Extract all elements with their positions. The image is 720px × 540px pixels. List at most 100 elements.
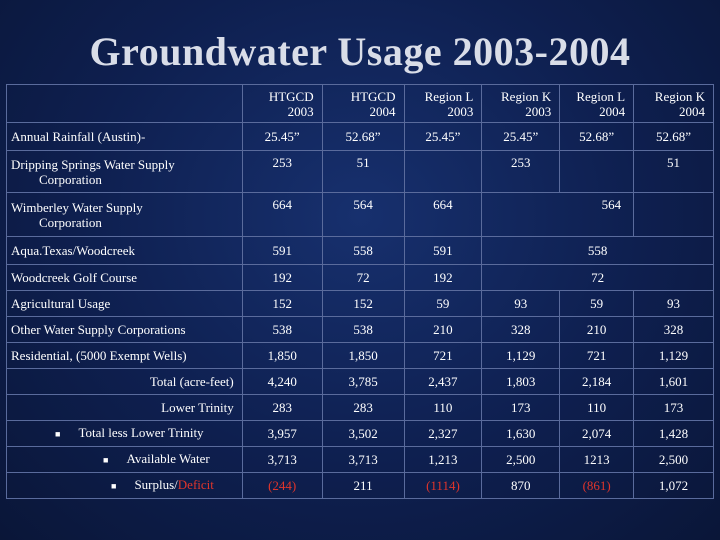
cell: 2,074 (559, 420, 635, 447)
cell: 210 (403, 316, 483, 343)
cell: 591 (241, 236, 323, 265)
cell: 870 (481, 472, 561, 499)
cell: 51 (321, 150, 405, 193)
cell: 253 (241, 150, 323, 193)
cell: 3,957 (241, 420, 323, 447)
cell: 93 (633, 290, 714, 317)
cell: 1,072 (633, 472, 714, 499)
row-other-wsc: Other Water Supply Corporations 538 538 … (6, 316, 714, 343)
cell: 173 (633, 394, 714, 421)
cell: 59 (403, 290, 483, 317)
row-label: ■ Available Water (6, 446, 243, 473)
row-total: Total (acre-feet) 4,240 3,785 2,437 1,80… (6, 368, 714, 395)
header-row: HTGCD 2003 HTGCD 2004 Region L 2003 Region … (6, 84, 714, 123)
page-title: Groundwater Usage 2003-2004 (89, 29, 631, 74)
cell: 3,785 (321, 368, 405, 395)
cell: 72 (321, 264, 405, 291)
cell: 664 (241, 192, 323, 237)
groundwater-table: HTGCD 2003 HTGCD 2004 Region L 2003 Region … (6, 84, 714, 499)
row-label: Woodcreek Golf Course (6, 264, 243, 291)
cell: 25.45” (403, 122, 483, 151)
cell: 328 (481, 316, 561, 343)
row-aqua-texas: Aqua.Texas/Woodcreek 591 558 591 558 (6, 236, 714, 265)
cell: 1,129 (481, 342, 561, 369)
cell: 211 (321, 472, 405, 499)
cell: 721 (559, 342, 635, 369)
cell: 538 (241, 316, 323, 343)
cell: 59 (559, 290, 635, 317)
row-total-less-lower-trinity: ■ Total less Lower Trinity 3,957 3,502 2,… (6, 420, 714, 447)
cell: 2,500 (481, 446, 561, 473)
cell: 721 (403, 342, 483, 369)
cell: 591 (403, 236, 483, 265)
cell: 283 (241, 394, 323, 421)
cell (633, 192, 714, 237)
cell: (861) (559, 472, 635, 499)
header-region-k-2003: Region K 2003 (481, 84, 561, 123)
row-available-water: ■ Available Water 3,713 3,713 1,213 2,500… (6, 446, 714, 473)
row-golf-course: Woodcreek Golf Course 192 72 192 72 (6, 264, 714, 291)
cell: 558 (481, 236, 714, 265)
header-region-l-2003: Region L 2003 (403, 84, 483, 123)
cell: 1,129 (633, 342, 714, 369)
cell (403, 150, 483, 193)
header-htgcd-2004: HTGCD 2004 (321, 84, 405, 123)
cell: 192 (241, 264, 323, 291)
row-residential: Residential, (5000 Exempt Wells) 1,850 1… (6, 342, 714, 369)
bullet-icon: ■ (111, 480, 117, 491)
cell: 3,502 (321, 420, 405, 447)
cell: 110 (403, 394, 483, 421)
cell: 1,213 (403, 446, 483, 473)
bullet-icon: ■ (103, 454, 109, 465)
cell: 4,240 (241, 368, 323, 395)
cell: 173 (481, 394, 561, 421)
row-agricultural: Agricultural Usage 152 152 59 93 59 93 (6, 290, 714, 317)
bullet-icon: ■ (55, 428, 61, 439)
row-label: ■ Total less Lower Trinity (6, 420, 243, 447)
row-lower-trinity: Lower Trinity 283 283 110 173 110 173 (6, 394, 714, 421)
cell: 328 (633, 316, 714, 343)
row-label: Aqua.Texas/Woodcreek (6, 236, 243, 265)
row-label: Wimberley Water Supply Corporation (6, 192, 243, 237)
cell: 2,500 (633, 446, 714, 473)
cell: 664 (403, 192, 483, 237)
cell: 51 (633, 150, 714, 193)
cell: 1,630 (481, 420, 561, 447)
row-label: Annual Rainfall (Austin)- (6, 122, 243, 151)
cell: 25.45” (481, 122, 561, 151)
cell: 25.45” (241, 122, 323, 151)
row-surplus-deficit: ■ Surplus/Deficit (244) 211 (1114) 870 (8… (6, 472, 714, 499)
cell: 152 (241, 290, 323, 317)
row-rainfall: Annual Rainfall (Austin)- 25.45” 52.68” … (6, 122, 714, 151)
row-label: Dripping Springs Water Supply Corporation (6, 150, 243, 193)
cell: 210 (559, 316, 635, 343)
cell: 1213 (559, 446, 635, 473)
row-wimberley: Wimberley Water Supply Corporation 664 56… (6, 192, 714, 237)
cell: 564 (321, 192, 405, 237)
cell: (244) (241, 472, 323, 499)
row-label: Residential, (5000 Exempt Wells) (6, 342, 243, 369)
cell: 253 (481, 150, 561, 193)
cell: 152 (321, 290, 405, 317)
cell: 110 (559, 394, 635, 421)
header-blank (6, 84, 243, 123)
header-htgcd-2003: HTGCD 2003 (241, 84, 323, 123)
header-region-l-2004: Region L 2004 (559, 84, 635, 123)
row-label: Total (acre-feet) (6, 368, 243, 395)
cell: 2,437 (403, 368, 483, 395)
cell: 1,601 (633, 368, 714, 395)
cell: 1,850 (241, 342, 323, 369)
cell: 283 (321, 394, 405, 421)
row-label: Lower Trinity (6, 394, 243, 421)
cell: 52.68” (559, 122, 635, 151)
cell: 538 (321, 316, 405, 343)
row-label: Agricultural Usage (6, 290, 243, 317)
cell: 3,713 (241, 446, 323, 473)
cell: 564 (481, 192, 635, 237)
cell: 1,428 (633, 420, 714, 447)
cell: 2,184 (559, 368, 635, 395)
cell: 52.68” (633, 122, 714, 151)
cell: 1,803 (481, 368, 561, 395)
cell: 93 (481, 290, 561, 317)
row-dripping-springs: Dripping Springs Water Supply Corporation… (6, 150, 714, 193)
